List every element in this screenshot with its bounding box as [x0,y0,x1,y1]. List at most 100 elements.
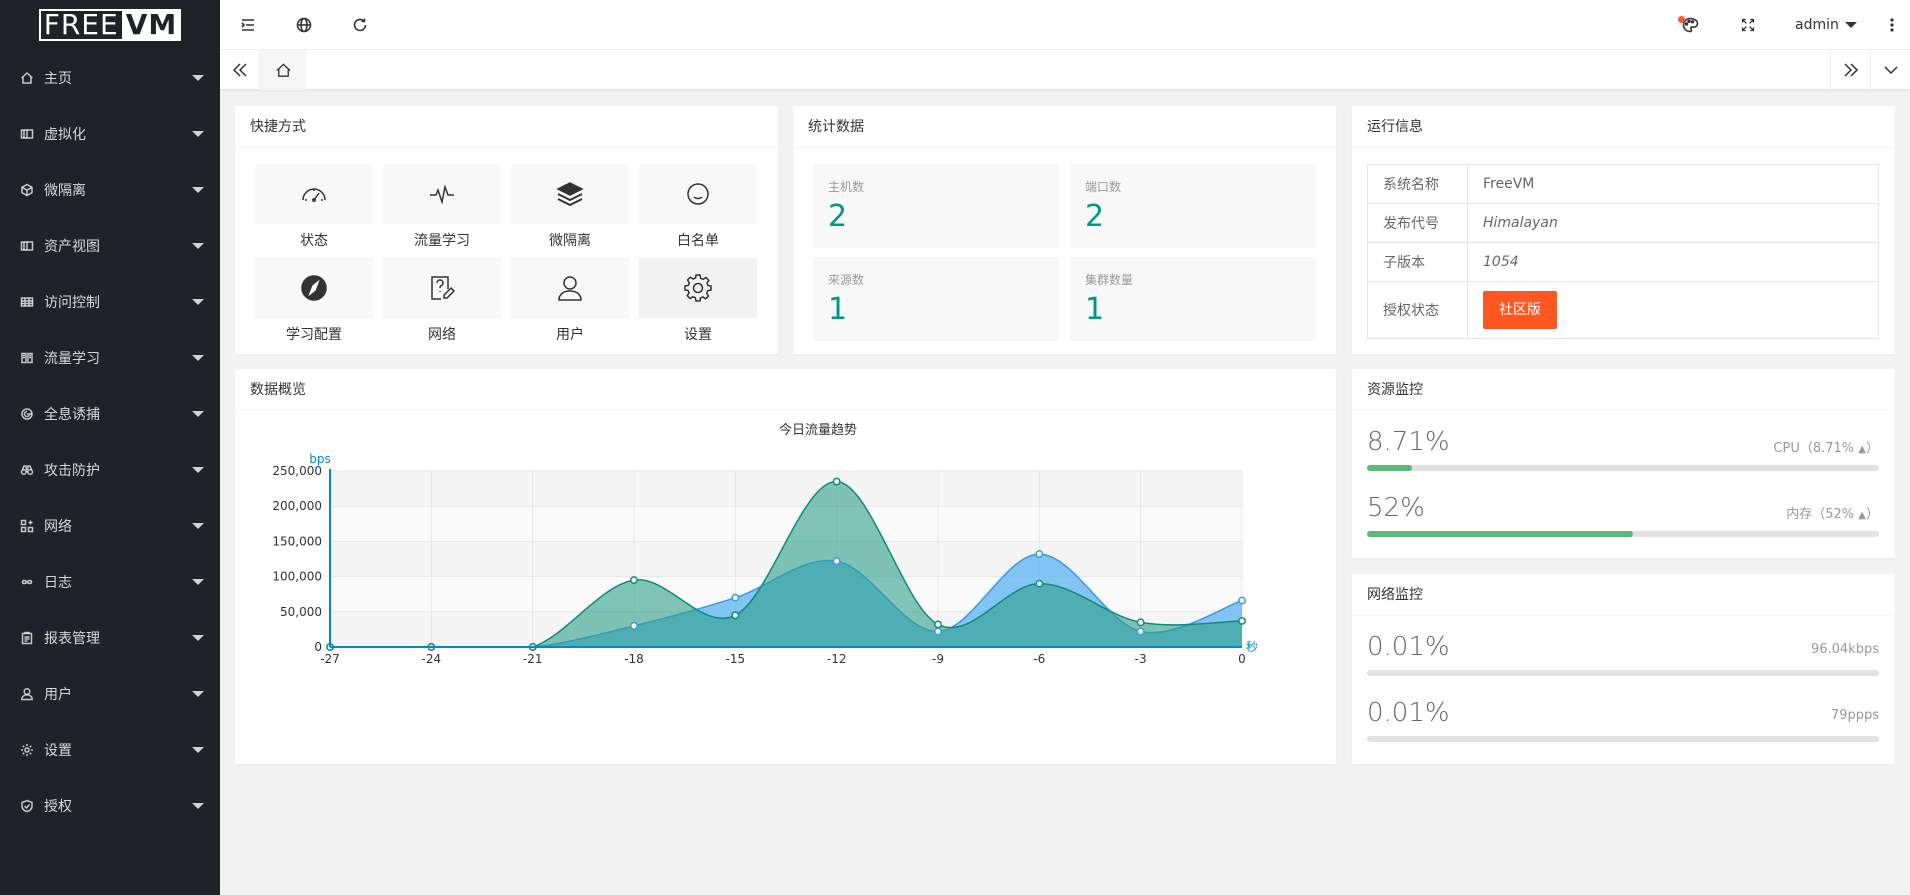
refresh-button[interactable] [332,0,388,50]
caret-down-icon [192,75,204,81]
website-button[interactable] [276,0,332,50]
user-menu[interactable]: admin [1795,0,1857,50]
sidebar-item-label: 网络 [44,519,72,535]
home-icon [20,71,34,85]
grid-band [330,506,1242,542]
tab-home[interactable] [260,50,306,90]
shortcut-item[interactable]: 流量学习 [383,164,501,250]
username: admin [1795,17,1839,33]
caret-down-icon [192,579,204,585]
stat-item[interactable]: 主机数 2 [813,164,1059,248]
shortcut-label: 微隔离 [549,233,591,249]
tabs-menu-button[interactable] [1870,50,1910,90]
y-axis-label: bps [309,452,331,466]
shortcuts-card: 快捷方式 状态 流量学习 微隔离 白名单学习配置 网络 用户 设置 [235,106,778,354]
cpu-monitor: 8.71% CPU（8.71% ▲） [1367,427,1879,471]
stat-item[interactable]: 来源数 1 [813,257,1059,341]
triangle-up-icon: ▲ [1858,510,1866,521]
license-status-button[interactable]: 社区版 [1483,291,1557,329]
sidebar-item[interactable]: 资产视图 [0,218,220,274]
sidebar-item[interactable]: 虚拟化 [0,106,220,162]
shortcut-item[interactable]: 网络 [383,258,501,344]
network-progress-bar [1367,670,1879,676]
more-button[interactable] [1874,0,1910,50]
tabs-scroll-left-button[interactable] [220,50,260,90]
sidebar-item[interactable]: 报表管理 [0,610,220,666]
server-icon [20,127,34,141]
network-title: 网络监控 [1352,574,1895,616]
clipboard-icon [20,631,34,645]
stats-card: 统计数据 主机数 2 端口数 2 来源数 1 集群数量 1 [793,106,1336,354]
header: admin [220,0,1910,50]
data-point [832,477,841,486]
x-tick-label: -9 [932,652,944,666]
shortcut-icon-box [511,164,629,224]
logo[interactable]: FREE VM [0,0,220,50]
cube-icon [20,183,34,197]
shortcut-item[interactable]: 状态 [255,164,373,250]
smile-icon [687,183,709,205]
tabs-scroll-right-button[interactable] [1830,50,1870,90]
sidebar-item[interactable]: 攻击防护 [0,442,220,498]
network-usage-value: 0.01% [1367,698,1450,728]
sidebar-item[interactable]: 网络 [0,498,220,554]
shortcut-item[interactable]: 白名单 [639,164,757,250]
runinfo-table: 系统名称 FreeVM 发布代号 Himalayan 子版本 1054 授权状态… [1367,164,1879,339]
caret-down-icon [192,131,204,137]
x-tick-label: -3 [1135,652,1147,666]
shortcut-label: 白名单 [677,233,719,249]
runinfo-title: 运行信息 [1352,106,1895,148]
memory-progress-fill [1367,531,1634,537]
theme-button[interactable] [1662,0,1718,50]
sidebar-item[interactable]: 用户 [0,666,220,722]
runinfo-key: 子版本 [1367,242,1468,282]
stat-item[interactable]: 端口数 2 [1070,164,1316,248]
runinfo-key: 发布代号 [1367,203,1468,243]
sidebar-item[interactable]: 访问控制 [0,274,220,330]
sidebar-item[interactable]: 设置 [0,722,220,778]
shortcut-item[interactable]: 微隔离 [511,164,629,250]
runinfo-key: 授权状态 [1367,281,1468,339]
fullscreen-button[interactable] [1720,0,1776,50]
sidebar: FREE VM 主页虚拟化 微隔离资产视图访问控制 流量学习 全息诱捕攻击防护网络日志… [0,0,220,895]
x-tick-label: -27 [320,652,340,666]
shortcut-item[interactable]: 用户 [511,258,629,344]
sidebar-item[interactable]: 日志 [0,554,220,610]
menu-toggle-button[interactable] [220,0,276,50]
shortcut-item[interactable]: 设置 [639,258,757,344]
sidebar-item-label: 攻击防护 [44,463,100,479]
shortcut-label: 状态 [300,233,328,249]
sidebar-item[interactable]: 授权 [0,778,220,834]
server-icon [20,239,34,253]
help-edit-icon [431,276,456,300]
caret-down-icon [192,747,204,753]
shortcut-label: 学习配置 [286,327,342,343]
sidebar-item[interactable]: 流量学习 [0,330,220,386]
runinfo-value: 1054 [1467,242,1879,282]
shortcuts-title: 快捷方式 [235,106,778,148]
sidebar-item-label: 日志 [44,575,72,591]
palette-icon [1682,17,1699,33]
stat-item[interactable]: 集群数量 1 [1070,257,1316,341]
sidebar-item[interactable]: 微隔离 [0,162,220,218]
network-rate: 79ppps [1830,708,1879,723]
sidebar-item-label: 资产视图 [44,239,100,255]
y-tick-label: 50,000 [280,605,322,619]
sidebar-item[interactable]: 全息诱捕 [0,386,220,442]
runinfo-card: 运行信息 系统名称 FreeVM 发布代号 Himalayan 子版本 1054… [1352,106,1895,354]
series-area [330,481,1242,647]
double-chevron-right-icon [1843,63,1858,77]
sidebar-item-label: 主页 [44,71,72,87]
sidebar-item[interactable]: 主页 [0,50,220,106]
stat-value: 1 [828,292,848,327]
shortcut-item[interactable]: 学习配置 [255,258,373,344]
user-icon [20,687,34,701]
double-chevron-left-icon [232,63,247,77]
pulse-icon [430,184,454,205]
home-icon [275,62,291,77]
fullscreen-icon [1741,18,1755,32]
y-tick-label: 250,000 [272,464,322,478]
x-tick-label: -21 [523,652,543,666]
network-monitor-row: 0.01% 79ppps [1367,698,1879,742]
cpu-usage-label: CPU（8.71% [1773,441,1855,456]
